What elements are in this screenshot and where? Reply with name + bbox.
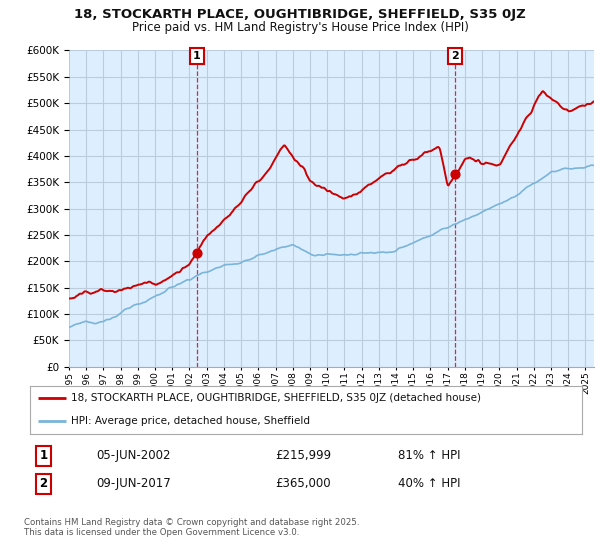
Text: 05-JUN-2002: 05-JUN-2002 [97,449,171,462]
Text: Price paid vs. HM Land Registry's House Price Index (HPI): Price paid vs. HM Land Registry's House … [131,21,469,34]
Point [450,170,460,179]
Text: 2: 2 [451,51,459,61]
Text: 18, STOCKARTH PLACE, OUGHTIBRIDGE, SHEFFIELD, S35 0JZ (detached house): 18, STOCKARTH PLACE, OUGHTIBRIDGE, SHEFF… [71,393,481,403]
Text: 81% ↑ HPI: 81% ↑ HPI [398,449,460,462]
Text: 1: 1 [193,51,201,61]
Text: 2: 2 [40,477,47,490]
Text: 40% ↑ HPI: 40% ↑ HPI [398,477,460,490]
Text: HPI: Average price, detached house, Sheffield: HPI: Average price, detached house, Shef… [71,416,310,426]
Text: £365,000: £365,000 [275,477,331,490]
Text: Contains HM Land Registry data © Crown copyright and database right 2025.
This d: Contains HM Land Registry data © Crown c… [24,518,359,538]
Text: £215,999: £215,999 [275,449,331,462]
Text: 18, STOCKARTH PLACE, OUGHTIBRIDGE, SHEFFIELD, S35 0JZ: 18, STOCKARTH PLACE, OUGHTIBRIDGE, SHEFF… [74,8,526,21]
Text: 1: 1 [40,449,47,462]
Text: 09-JUN-2017: 09-JUN-2017 [97,477,171,490]
Point [192,249,202,258]
